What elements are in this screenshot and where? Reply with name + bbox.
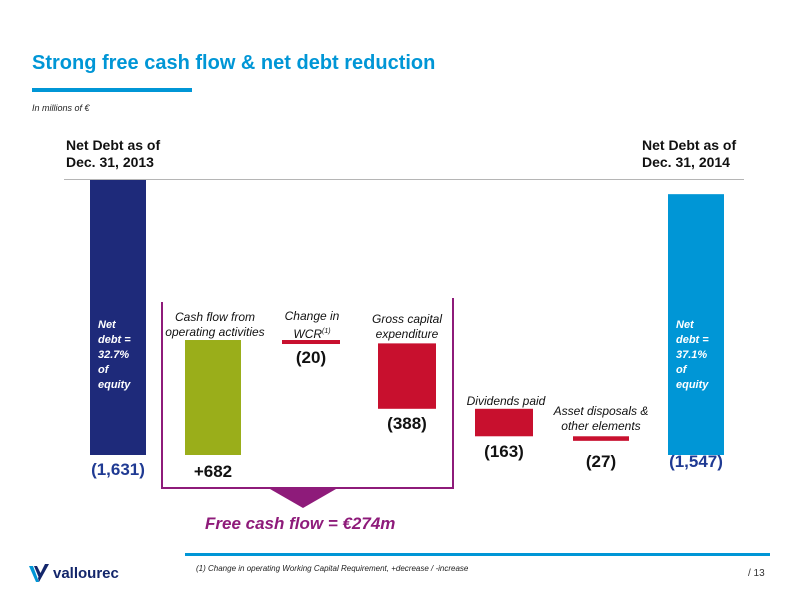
bar-operating-cash-flow — [185, 340, 241, 455]
vallourec-logo: vallourec — [28, 562, 119, 584]
logo-wordmark: vallourec — [53, 564, 119, 582]
bar-gross-capex — [378, 343, 436, 409]
start-heading-line-1: Net Debt as of — [66, 137, 161, 153]
net-debt-equity-ratio-start: Net debt = 32.7% of equity — [98, 319, 131, 391]
header-divider — [64, 179, 744, 180]
value-label-dividends-paid: (163) — [484, 442, 524, 461]
free-cash-flow-bracket — [161, 298, 454, 489]
start-column-heading: Net Debt as of Dec. 31, 2013 — [66, 137, 206, 171]
category-label-gross-capex: Gross capital expenditure — [371, 312, 443, 341]
value-label-operating-cash-flow: +682 — [193, 462, 233, 481]
page-number: / 13 — [748, 568, 765, 579]
bar-change-wcr — [282, 340, 340, 345]
start-heading-line-2: Dec. 31, 2013 — [66, 154, 154, 170]
end-column-heading: Net Debt as of Dec. 31, 2014 — [642, 137, 782, 171]
vallourec-v-logo-icon — [29, 564, 49, 582]
category-label-dividends-paid: Dividends paid — [466, 394, 546, 408]
footnote: (1) Change in operating Working Capital … — [196, 564, 469, 573]
category-label-asset-disposals: Asset disposals & other elements — [553, 404, 649, 433]
bar-net-debt-2013 — [90, 180, 146, 455]
end-heading-line-2: Dec. 31, 2014 — [642, 154, 730, 170]
value-label-net-debt-2013: (1,631) — [91, 460, 145, 479]
net-debt-equity-ratio-end: Net debt = 37.1% of equity — [676, 319, 709, 391]
page-title: Strong free cash flow & net debt reducti… — [32, 52, 436, 74]
category-label-change-wcr: Change in WCR(1) — [284, 309, 340, 341]
bar-net-debt-2014 — [668, 194, 724, 455]
value-label-gross-capex: (388) — [387, 414, 427, 433]
value-label-change-wcr: (20) — [295, 348, 327, 367]
value-label-asset-disposals: (27) — [585, 452, 617, 471]
free-cash-flow-annotation: Free cash flow = €274m — [205, 514, 396, 533]
category-label-operating-cash-flow: Cash flow from operating activities — [165, 310, 265, 339]
bar-asset-disposals — [573, 436, 629, 441]
bar-dividends-paid — [475, 408, 533, 437]
footer-divider — [185, 553, 770, 556]
end-heading-line-1: Net Debt as of — [642, 137, 737, 153]
units-note: In millions of € — [32, 103, 90, 113]
free-cash-flow-arrow — [270, 489, 336, 508]
title-underline — [32, 88, 192, 92]
value-label-net-debt-2014: (1,547) — [669, 452, 723, 471]
